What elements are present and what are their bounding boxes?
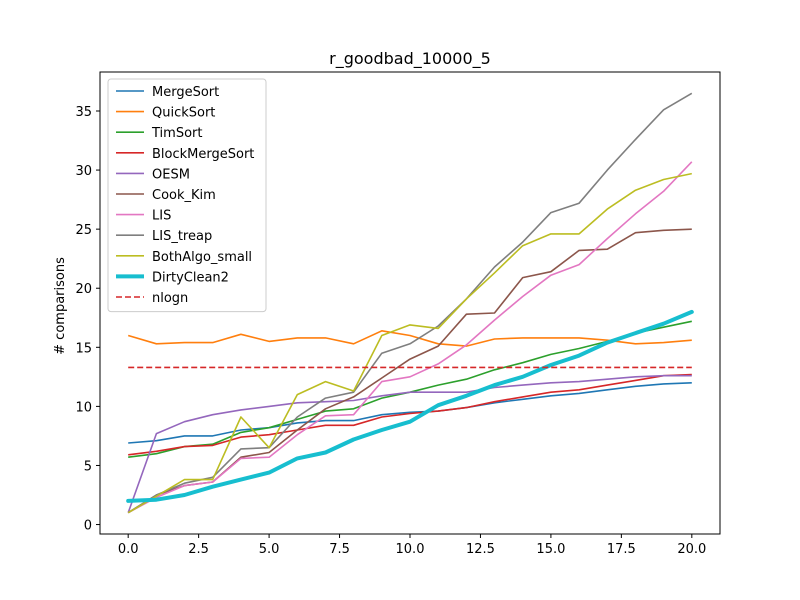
- y-tick-label: 15: [75, 341, 92, 356]
- legend-label-lis: LIS: [152, 209, 171, 224]
- y-tick-label: 0: [84, 519, 92, 534]
- y-tick-label: 5: [84, 459, 92, 474]
- series-line-lis: [127, 161, 693, 514]
- series-line-lis-treap: [127, 92, 693, 514]
- x-tick-label: 17.5: [607, 542, 636, 557]
- x-tick-label: 10.0: [396, 542, 425, 557]
- chart-title: r_goodbad_10000_5: [329, 49, 491, 69]
- plot-frame: [99, 71, 721, 535]
- legend-label-blockmergesort: BlockMergeSort: [152, 147, 254, 162]
- x-tick-label: 15.0: [536, 542, 565, 557]
- series-line-dirtyclean2: [126, 309, 694, 503]
- x-tick-label: 12.5: [466, 542, 495, 557]
- y-axis-label: # comparisons: [53, 257, 68, 355]
- legend: MergeSort QuickSort TimSort BlockMergeSort O…: [107, 78, 267, 313]
- legend-label-timsort: TimSort: [151, 126, 202, 141]
- legend-label-mergesort: MergeSort: [152, 85, 219, 100]
- legend-box: [107, 78, 267, 313]
- x-tick-label: 0.0: [118, 542, 139, 557]
- y-tick-label: 25: [75, 223, 92, 238]
- legend-label-bothalgo-small: BothAlgo_small: [152, 250, 252, 265]
- x-tick-label: 7.5: [329, 542, 350, 557]
- y-tick-label: 35: [75, 105, 92, 120]
- legend-label-oesm: OESM: [152, 167, 190, 182]
- x-tick-label: 20.0: [677, 542, 706, 557]
- y-tick-label: 10: [75, 400, 92, 415]
- axis-ticks: 0.0 2.5 5.0 7.5 10.0 12.5 15.0 17.5 20.0 0 5 10 15 20…: [75, 105, 706, 557]
- legend-label-nlogn: nlogn: [152, 291, 188, 306]
- series-line-blockmergesort: [128, 373, 692, 456]
- plot-lines: [126, 92, 694, 514]
- series-line-oesm: [127, 374, 692, 513]
- x-tick-label: 2.5: [188, 542, 209, 557]
- y-tick-label: 30: [75, 164, 92, 179]
- series-line-mergesort: [128, 382, 692, 444]
- legend-label-quicksort: QuickSort: [152, 106, 215, 121]
- series-line-quicksort: [127, 329, 692, 347]
- x-tick-label: 5.0: [259, 542, 280, 557]
- legend-label-dirtyclean2: DirtyClean2: [152, 270, 229, 285]
- y-tick-label: 20: [75, 282, 92, 297]
- legend-label-lis-treap: LIS_treap: [152, 229, 212, 244]
- series-line-bothalgo-small: [127, 172, 692, 514]
- legend-label-cook-kim: Cook_Kim: [152, 188, 216, 203]
